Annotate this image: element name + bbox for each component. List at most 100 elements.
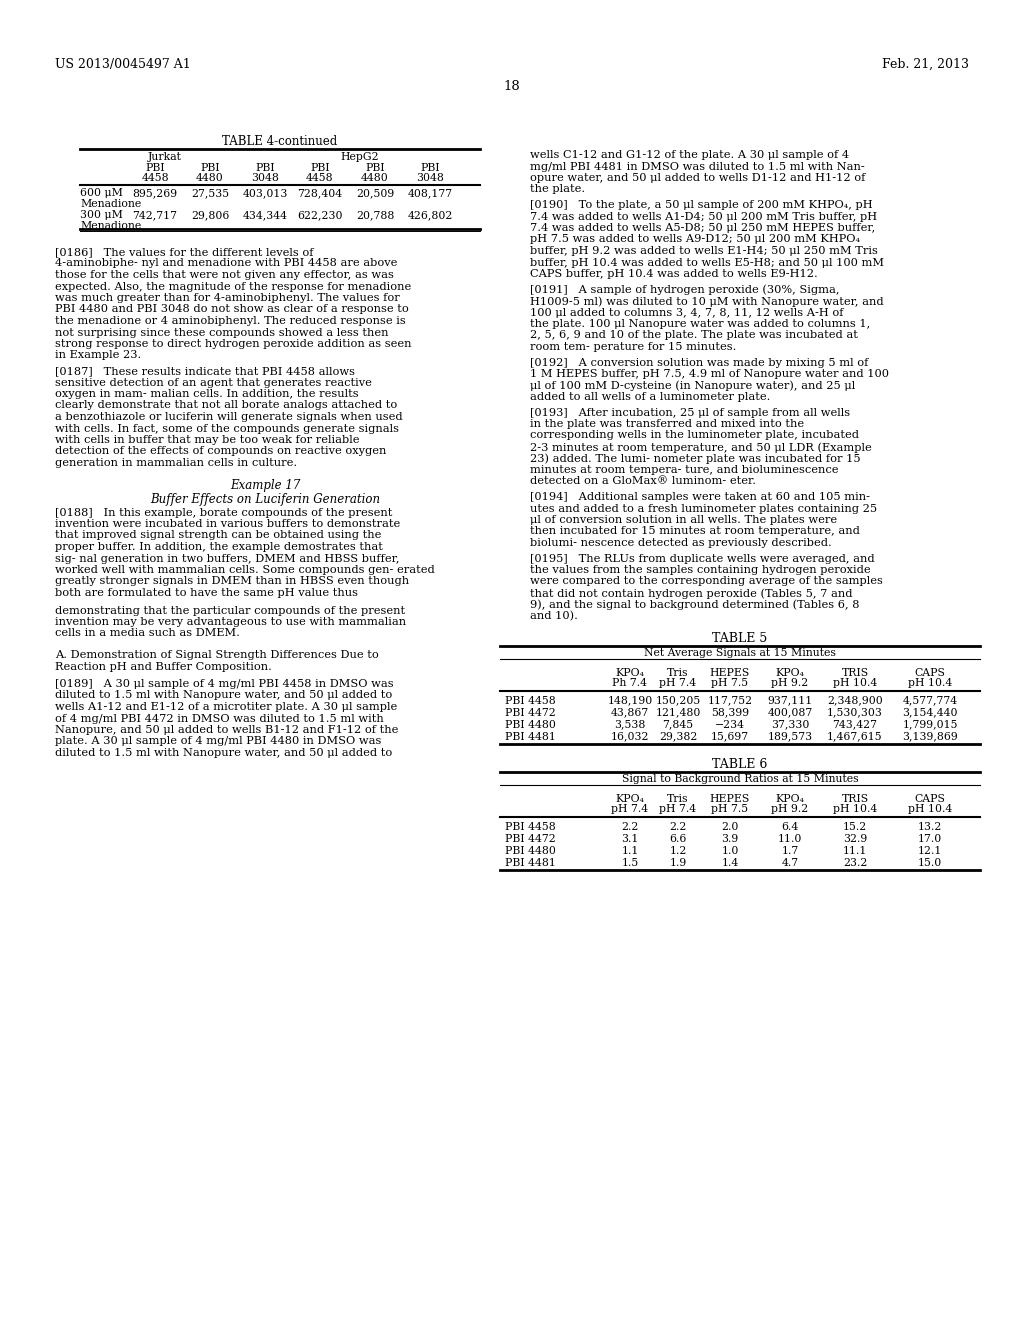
Text: that improved signal strength can be obtained using the: that improved signal strength can be obt… xyxy=(55,531,381,540)
Text: worked well with mammalian cells. Some compounds gen- erated: worked well with mammalian cells. Some c… xyxy=(55,565,435,576)
Text: 16,032: 16,032 xyxy=(610,731,649,742)
Text: 434,344: 434,344 xyxy=(243,210,288,220)
Text: pH 7.5: pH 7.5 xyxy=(712,804,749,814)
Text: 2.0: 2.0 xyxy=(721,821,738,832)
Text: 3.9: 3.9 xyxy=(721,833,738,843)
Text: [0190]   To the plate, a 50 μl sample of 200 mM KHPO₄, pH: [0190] To the plate, a 50 μl sample of 2… xyxy=(530,201,872,210)
Text: μl of 100 mM D-cysteine (in Nanopure water), and 25 μl: μl of 100 mM D-cysteine (in Nanopure wat… xyxy=(530,380,855,391)
Text: and 10).: and 10). xyxy=(530,611,578,622)
Text: corresponding wells in the luminometer plate, incubated: corresponding wells in the luminometer p… xyxy=(530,430,859,441)
Text: 121,480: 121,480 xyxy=(655,708,700,718)
Text: 3,154,440: 3,154,440 xyxy=(902,708,957,718)
Text: 18: 18 xyxy=(504,81,520,92)
Text: 9), and the signal to background determined (Tables 6, 8: 9), and the signal to background determi… xyxy=(530,599,859,610)
Text: 15.2: 15.2 xyxy=(843,821,867,832)
Text: 3,139,869: 3,139,869 xyxy=(902,731,957,742)
Text: 1,467,615: 1,467,615 xyxy=(827,731,883,742)
Text: wells C1-12 and G1-12 of the plate. A 30 μl sample of 4: wells C1-12 and G1-12 of the plate. A 30… xyxy=(530,150,849,160)
Text: pH 10.4: pH 10.4 xyxy=(833,678,878,689)
Text: [0188]   In this example, borate compounds of the present: [0188] In this example, borate compounds… xyxy=(55,507,392,517)
Text: 4458: 4458 xyxy=(141,173,169,183)
Text: Reaction pH and Buffer Composition.: Reaction pH and Buffer Composition. xyxy=(55,661,272,672)
Text: oxygen in mam- malian cells. In addition, the results: oxygen in mam- malian cells. In addition… xyxy=(55,389,358,399)
Text: wells A1-12 and E1-12 of a microtiter plate. A 30 μl sample: wells A1-12 and E1-12 of a microtiter pl… xyxy=(55,702,397,711)
Text: 43,867: 43,867 xyxy=(611,708,649,718)
Text: diluted to 1.5 ml with Nanopure water, and 50 μl added to: diluted to 1.5 ml with Nanopure water, a… xyxy=(55,748,392,758)
Text: 13.2: 13.2 xyxy=(918,821,942,832)
Text: 27,535: 27,535 xyxy=(190,187,229,198)
Text: 23) added. The lumi- nometer plate was incubated for 15: 23) added. The lumi- nometer plate was i… xyxy=(530,454,860,465)
Text: PBI 4481: PBI 4481 xyxy=(505,731,556,742)
Text: a benzothiazole or luciferin will generate signals when used: a benzothiazole or luciferin will genera… xyxy=(55,412,402,422)
Text: buffer, pH 10.4 was added to wells E5-H8; and 50 μl 100 mM: buffer, pH 10.4 was added to wells E5-H8… xyxy=(530,257,884,268)
Text: Tris: Tris xyxy=(668,795,689,804)
Text: 100 μl added to columns 3, 4, 7, 8, 11, 12 wells A-H of: 100 μl added to columns 3, 4, 7, 8, 11, … xyxy=(530,308,844,318)
Text: KPO₄: KPO₄ xyxy=(775,668,805,678)
Text: pH 10.4: pH 10.4 xyxy=(908,678,952,689)
Text: US 2013/0045497 A1: US 2013/0045497 A1 xyxy=(55,58,190,71)
Text: 1.1: 1.1 xyxy=(622,846,639,855)
Text: KPO₄: KPO₄ xyxy=(615,668,644,678)
Text: 3048: 3048 xyxy=(416,173,444,183)
Text: was much greater than for 4-aminobiphenyl. The values for: was much greater than for 4-aminobipheny… xyxy=(55,293,399,304)
Text: 37,330: 37,330 xyxy=(771,719,809,730)
Text: the values from the samples containing hydrogen peroxide: the values from the samples containing h… xyxy=(530,565,870,576)
Text: 6.4: 6.4 xyxy=(781,821,799,832)
Text: Ph 7.4: Ph 7.4 xyxy=(612,678,647,689)
Text: 1.4: 1.4 xyxy=(721,858,738,867)
Text: 148,190: 148,190 xyxy=(607,696,652,705)
Text: added to all wells of a luminometer plate.: added to all wells of a luminometer plat… xyxy=(530,392,770,403)
Text: pH 7.5 was added to wells A9-D12; 50 μl 200 mM KHPO₄: pH 7.5 was added to wells A9-D12; 50 μl … xyxy=(530,235,860,244)
Text: utes and added to a fresh luminometer plates containing 25: utes and added to a fresh luminometer pl… xyxy=(530,503,878,513)
Text: generation in mammalian cells in culture.: generation in mammalian cells in culture… xyxy=(55,458,297,469)
Text: 4480: 4480 xyxy=(361,173,389,183)
Text: the menadione or 4 aminobiphenyl. The reduced response is: the menadione or 4 aminobiphenyl. The re… xyxy=(55,315,406,326)
Text: 32.9: 32.9 xyxy=(843,833,867,843)
Text: 4,577,774: 4,577,774 xyxy=(902,696,957,705)
Text: in the plate was transferred and mixed into the: in the plate was transferred and mixed i… xyxy=(530,418,804,429)
Text: 1.9: 1.9 xyxy=(670,858,687,867)
Text: 426,802: 426,802 xyxy=(408,210,453,220)
Text: invention may be very advantageous to use with mammalian: invention may be very advantageous to us… xyxy=(55,616,407,627)
Text: 7.4 was added to wells A1-D4; 50 μl 200 mM Tris buffer, pH: 7.4 was added to wells A1-D4; 50 μl 200 … xyxy=(530,211,878,222)
Text: room tem- perature for 15 minutes.: room tem- perature for 15 minutes. xyxy=(530,342,736,352)
Text: both are formulated to have the same pH value thus: both are formulated to have the same pH … xyxy=(55,587,358,598)
Text: 4-aminobiphe- nyl and menadione with PBI 4458 are above: 4-aminobiphe- nyl and menadione with PBI… xyxy=(55,259,397,268)
Text: pH 9.2: pH 9.2 xyxy=(771,678,809,689)
Text: 1.5: 1.5 xyxy=(622,858,639,867)
Text: buffer, pH 9.2 was added to wells E1-H4; 50 μl 250 mM Tris: buffer, pH 9.2 was added to wells E1-H4;… xyxy=(530,246,878,256)
Text: 20,509: 20,509 xyxy=(356,187,394,198)
Text: Example 17: Example 17 xyxy=(229,479,300,492)
Text: H1009-5 ml) was diluted to 10 μM with Nanopure water, and: H1009-5 ml) was diluted to 10 μM with Na… xyxy=(530,296,884,306)
Text: [0194]   Additional samples were taken at 60 and 105 min-: [0194] Additional samples were taken at … xyxy=(530,492,870,502)
Text: Signal to Background Ratios at 15 Minutes: Signal to Background Ratios at 15 Minute… xyxy=(622,774,858,784)
Text: 1,530,303: 1,530,303 xyxy=(827,708,883,718)
Text: pH 10.4: pH 10.4 xyxy=(908,804,952,814)
Text: 1 M HEPES buffer, pH 7.5, 4.9 ml of Nanopure water and 100: 1 M HEPES buffer, pH 7.5, 4.9 ml of Nano… xyxy=(530,370,889,379)
Text: opure water, and 50 μl added to wells D1-12 and H1-12 of: opure water, and 50 μl added to wells D1… xyxy=(530,173,865,183)
Text: [0195]   The RLUs from duplicate wells were averaged, and: [0195] The RLUs from duplicate wells wer… xyxy=(530,553,874,564)
Text: sensitive detection of an agent that generates reactive: sensitive detection of an agent that gen… xyxy=(55,378,372,388)
Text: [0187]   These results indicate that PBI 4458 allows: [0187] These results indicate that PBI 4… xyxy=(55,366,355,376)
Text: pH 10.4: pH 10.4 xyxy=(833,804,878,814)
Text: cells in a media such as DMEM.: cells in a media such as DMEM. xyxy=(55,628,240,639)
Text: 1.2: 1.2 xyxy=(670,846,687,855)
Text: 742,717: 742,717 xyxy=(132,210,177,220)
Text: demonstrating that the particular compounds of the present: demonstrating that the particular compou… xyxy=(55,606,406,615)
Text: 895,269: 895,269 xyxy=(132,187,177,198)
Text: 403,013: 403,013 xyxy=(243,187,288,198)
Text: 600 μM: 600 μM xyxy=(80,187,123,198)
Text: of 4 mg/ml PBI 4472 in DMSO was diluted to 1.5 ml with: of 4 mg/ml PBI 4472 in DMSO was diluted … xyxy=(55,714,384,723)
Text: 15.0: 15.0 xyxy=(918,858,942,867)
Text: clearly demonstrate that not all borate analogs attached to: clearly demonstrate that not all borate … xyxy=(55,400,397,411)
Text: 2,348,900: 2,348,900 xyxy=(827,696,883,705)
Text: KPO₄: KPO₄ xyxy=(615,795,644,804)
Text: 3.1: 3.1 xyxy=(622,833,639,843)
Text: pH 7.4: pH 7.4 xyxy=(611,804,648,814)
Text: 58,399: 58,399 xyxy=(711,708,750,718)
Text: 937,111: 937,111 xyxy=(767,696,813,705)
Text: PBI 4481: PBI 4481 xyxy=(505,858,556,867)
Text: the plate.: the plate. xyxy=(530,185,585,194)
Text: 3,538: 3,538 xyxy=(614,719,646,730)
Text: HepG2: HepG2 xyxy=(341,152,379,162)
